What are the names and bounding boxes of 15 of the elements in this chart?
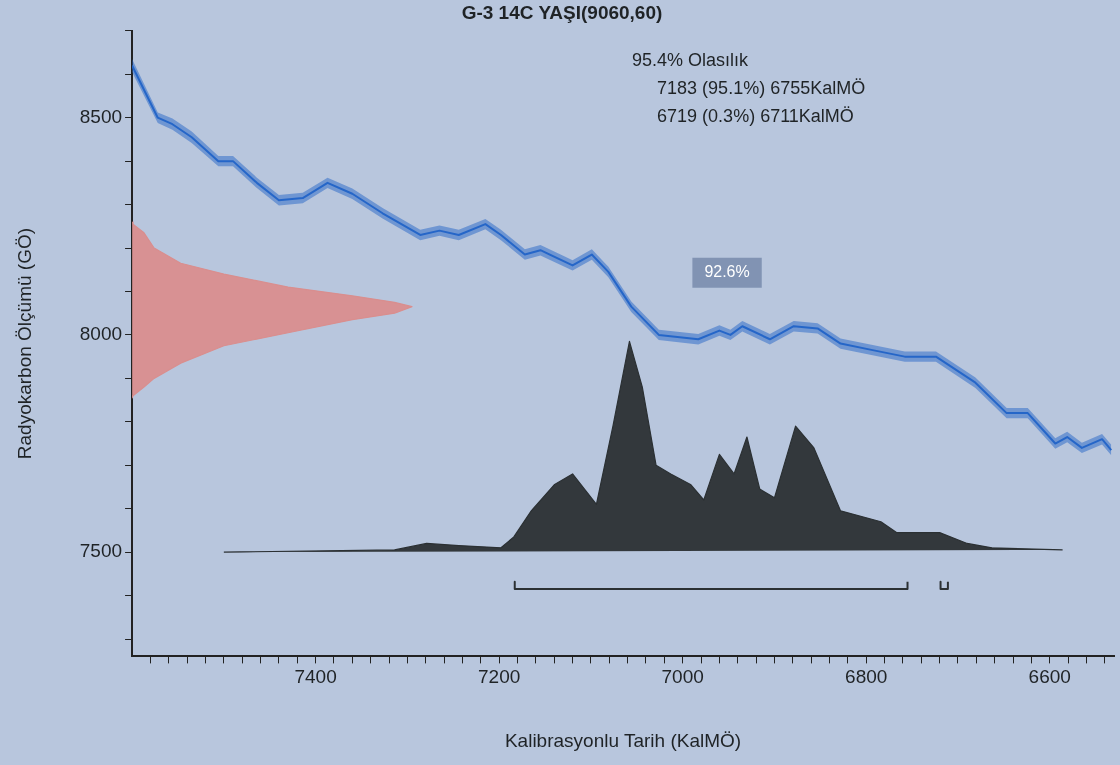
y-axis-title: Radyokarbon Ölçümü (GÖ)	[13, 227, 35, 460]
y-tick-label: 8500	[79, 105, 123, 127]
x-tick-label: 7200	[478, 666, 521, 688]
y-tick-label: 7500	[79, 540, 123, 562]
x-tick-label: 6800	[845, 666, 888, 688]
x-tick-label: 7000	[661, 666, 704, 688]
chart-title: G-3 14C YAŞI(9060,60)	[461, 1, 663, 23]
annotation: 7183 (95.1%) 6755KalMÖ	[657, 77, 866, 98]
annotation: 92.6%	[704, 263, 750, 281]
y-tick-label: 8000	[79, 323, 123, 345]
annotation: 95.4% Olasılık	[632, 49, 750, 70]
x-tick-label: 6600	[1028, 666, 1071, 688]
x-axis-title: Kalibrasyonlu Tarih (KalMÖ)	[504, 729, 742, 751]
annotation: 6719 (0.3%) 6711KalMÖ	[657, 105, 854, 126]
x-tick-label: 7400	[294, 666, 337, 688]
